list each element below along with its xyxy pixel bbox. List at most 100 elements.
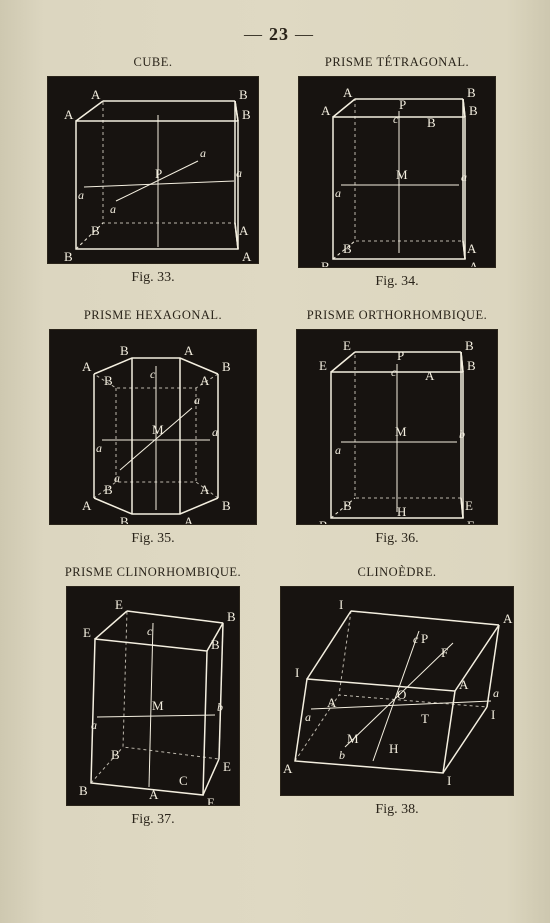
figure-caption: Fig. 35. — [131, 531, 174, 547]
svg-text:A: A — [343, 85, 353, 100]
svg-text:a: a — [493, 686, 499, 700]
figure-panel: EBEBEBEBabcMAC — [66, 586, 240, 806]
scanned-page: —23— CUBE.ABABABABaaaaPFig. 33.PRISME TÉ… — [0, 0, 550, 923]
svg-text:I: I — [491, 707, 495, 722]
svg-text:H: H — [389, 741, 398, 756]
page-number-suffix: — — [289, 24, 320, 44]
figure-cell: PRISME TÉTRAGONAL.ABABABABaacMPBFig. 34. — [280, 51, 514, 298]
svg-text:a: a — [110, 202, 116, 216]
figure-caption: Fig. 34. — [375, 274, 418, 290]
figure-caption: Fig. 33. — [131, 270, 174, 286]
svg-text:A: A — [184, 514, 194, 525]
figure-panel: IAIAIAIAaacbOPFTHM — [280, 586, 514, 796]
svg-text:E: E — [207, 795, 215, 806]
svg-text:C: C — [179, 773, 188, 788]
svg-text:a: a — [96, 441, 102, 455]
svg-text:H: H — [397, 504, 406, 519]
svg-text:a: a — [91, 718, 97, 732]
svg-text:F: F — [441, 645, 448, 660]
page-number-value: 23 — [269, 24, 289, 44]
svg-text:E: E — [115, 597, 123, 612]
svg-text:M: M — [347, 731, 359, 746]
svg-text:A: A — [321, 103, 331, 118]
svg-text:B: B — [321, 259, 330, 268]
svg-text:A: A — [184, 343, 194, 358]
svg-text:B: B — [222, 359, 231, 374]
svg-text:A: A — [425, 368, 435, 383]
svg-text:B: B — [91, 223, 100, 238]
svg-text:a: a — [114, 471, 120, 485]
figure-cell: PRISME CLINORHOMBIQUE.EBEBEBEBabcMACFig.… — [44, 561, 262, 836]
svg-text:A: A — [283, 761, 293, 776]
svg-text:O: O — [397, 687, 406, 702]
svg-text:E: E — [467, 518, 475, 525]
svg-text:b: b — [339, 748, 345, 762]
svg-text:B: B — [239, 87, 248, 102]
svg-text:c: c — [413, 632, 419, 646]
svg-text:E: E — [83, 625, 91, 640]
svg-text:B: B — [469, 103, 478, 118]
figure-caption: Fig. 38. — [375, 802, 418, 818]
svg-text:I: I — [295, 665, 299, 680]
svg-text:A: A — [91, 87, 101, 102]
svg-text:B: B — [427, 115, 436, 130]
svg-text:a: a — [461, 170, 467, 184]
svg-text:A: A — [200, 482, 210, 497]
svg-text:B: B — [467, 85, 476, 100]
svg-text:A: A — [503, 611, 513, 626]
svg-text:A: A — [459, 677, 469, 692]
svg-text:B: B — [120, 343, 129, 358]
svg-text:T: T — [421, 711, 429, 726]
svg-text:c: c — [393, 112, 399, 126]
figure-title: CUBE. — [134, 55, 173, 70]
svg-text:I: I — [339, 597, 343, 612]
svg-text:a: a — [78, 188, 84, 202]
svg-text:A: A — [469, 259, 479, 268]
svg-text:E: E — [319, 358, 327, 373]
svg-text:B: B — [465, 338, 474, 353]
svg-text:B: B — [242, 107, 251, 122]
svg-text:B: B — [104, 373, 113, 388]
figure-caption: Fig. 36. — [375, 531, 418, 547]
figure-title: CLINOÈDRE. — [358, 565, 437, 580]
svg-text:A: A — [149, 787, 159, 802]
svg-text:E: E — [465, 498, 473, 513]
svg-text:B: B — [467, 358, 476, 373]
svg-text:M: M — [152, 422, 164, 437]
svg-text:B: B — [343, 498, 352, 513]
svg-text:P: P — [399, 97, 406, 112]
page-number: —23— — [44, 24, 514, 45]
svg-text:a: a — [200, 146, 206, 160]
svg-text:c: c — [391, 365, 397, 379]
svg-text:c: c — [150, 367, 156, 381]
svg-text:B: B — [104, 482, 113, 497]
figure-cell: CUBE.ABABABABaaaaPFig. 33. — [44, 51, 262, 298]
svg-text:P: P — [421, 631, 428, 646]
svg-text:a: a — [236, 166, 242, 180]
figure-title: PRISME ORTHORHOMBIQUE. — [307, 308, 487, 323]
svg-text:B: B — [64, 249, 73, 264]
svg-text:B: B — [227, 609, 236, 624]
svg-text:B: B — [319, 518, 328, 525]
svg-text:A: A — [82, 498, 92, 513]
svg-text:b: b — [459, 427, 465, 441]
svg-text:B: B — [222, 498, 231, 513]
figure-title: PRISME TÉTRAGONAL. — [325, 55, 469, 70]
figure-caption: Fig. 37. — [131, 812, 174, 828]
svg-text:B: B — [79, 783, 88, 798]
figure-cell: PRISME HEXAGONAL.ABABABABABABaaaacMFig. … — [44, 304, 262, 555]
svg-text:B: B — [111, 747, 120, 762]
svg-text:M: M — [152, 698, 164, 713]
figure-panel: ABABABABaacMPB — [298, 76, 496, 268]
figure-title: PRISME HEXAGONAL. — [84, 308, 222, 323]
svg-text:a: a — [335, 186, 341, 200]
svg-text:a: a — [305, 710, 311, 724]
svg-text:A: A — [242, 249, 252, 264]
figure-cell: CLINOÈDRE.IAIAIAIAaacbOPFTHMFig. 38. — [280, 561, 514, 836]
figure-cell: PRISME ORTHORHOMBIQUE.EBEBEBEBabcMPAHFig… — [280, 304, 514, 555]
svg-text:A: A — [200, 373, 210, 388]
svg-text:a: a — [194, 393, 200, 407]
figure-panel: ABABABABABABaaaacM — [49, 329, 257, 525]
figure-grid: CUBE.ABABABABaaaaPFig. 33.PRISME TÉTRAGO… — [44, 51, 514, 836]
svg-text:M: M — [396, 167, 408, 182]
